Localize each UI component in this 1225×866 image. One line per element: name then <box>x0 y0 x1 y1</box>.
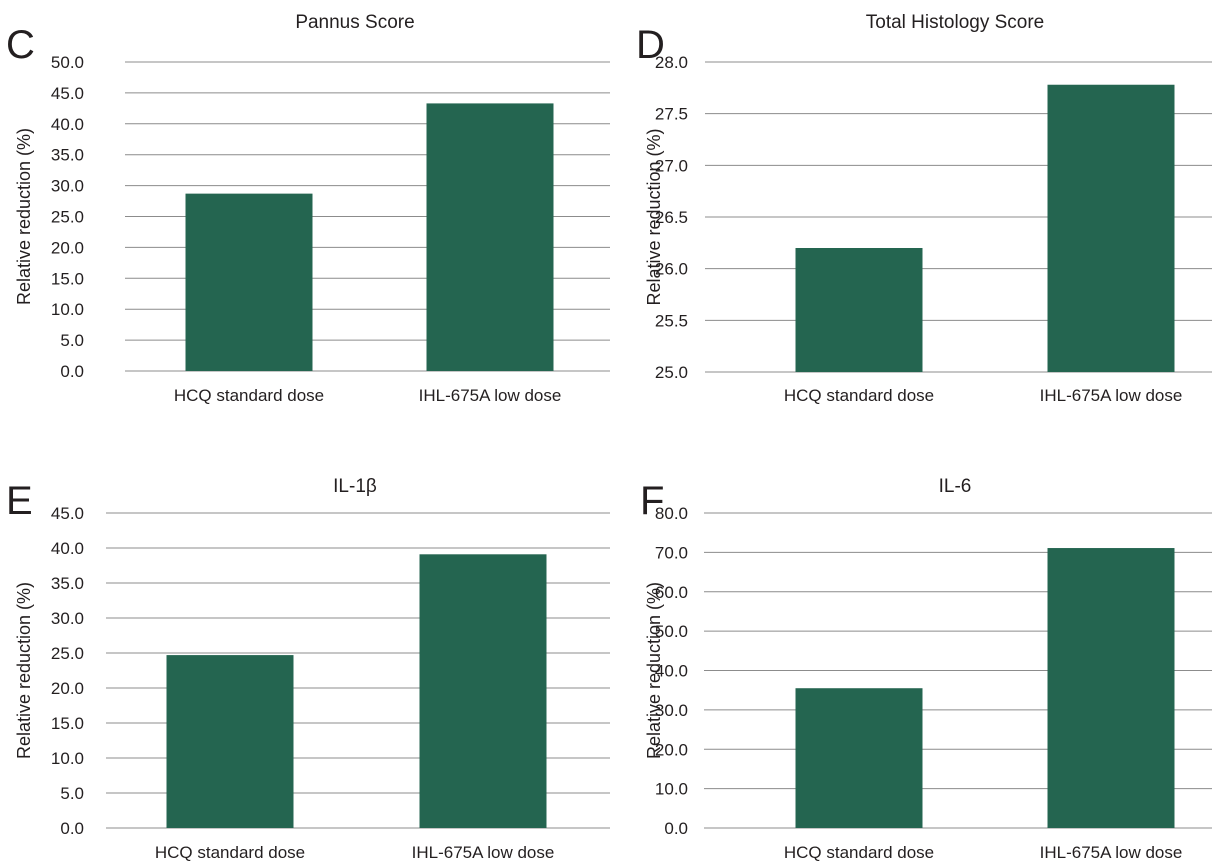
panel-f-y-axis-label: Relative reduction (%) <box>644 582 664 759</box>
panel-f-bar <box>1047 548 1175 828</box>
panel-e-ytick-label: 0.0 <box>60 819 84 838</box>
panel-f-panel-label: F <box>640 479 664 523</box>
panel-d-ytick-label: 28.0 <box>655 53 688 72</box>
panel-c-title: Pannus Score <box>295 12 414 33</box>
panel-f-ytick-label: 20.0 <box>655 740 688 759</box>
panel-f-bar <box>795 688 923 828</box>
panel-c-bar <box>426 103 554 371</box>
panel-c-ytick-label: 10.0 <box>51 300 84 319</box>
panel-c-ytick-label: 40.0 <box>51 115 84 134</box>
panel-d-ytick-label: 26.5 <box>655 208 688 227</box>
panel-c-ytick-label: 20.0 <box>51 238 84 257</box>
panel-e-ytick-label: 30.0 <box>51 609 84 628</box>
panel-c-category-label: HCQ standard dose <box>174 386 324 405</box>
panel-f-ytick-label: 70.0 <box>655 543 688 562</box>
panel-f-category-label: IHL-675A low dose <box>1040 843 1183 861</box>
panel-c-bar <box>185 193 313 371</box>
panel-c: 0.0 5.0 10.0 15.0 20.0 25.0 30.0 35.0 40.0 45.0 50… <box>6 12 610 405</box>
panel-e-ytick-label: 5.0 <box>60 784 84 803</box>
panel-f-ytick-label: 30.0 <box>655 701 688 720</box>
panel-d-title: Total Histology Score <box>866 12 1044 33</box>
panel-c-ytick-label: 30.0 <box>51 177 84 196</box>
panel-e-panel-label: E <box>6 479 33 523</box>
panel-f-title: IL-6 <box>939 476 972 497</box>
panel-c-ytick-label: 0.0 <box>60 362 84 381</box>
panel-d-panel-label: D <box>636 23 665 67</box>
panel-e-ytick-label: 25.0 <box>51 644 84 663</box>
panel-d-ytick-label: 25.0 <box>655 363 688 382</box>
panel-e-title: IL-1β <box>333 476 377 497</box>
panel-d: 25.0 25.5 26.0 26.5 27.0 27.5 28.0 HCQ standard… <box>636 12 1212 405</box>
panel-d-ytick-label: 26.0 <box>655 260 688 279</box>
panel-e-ytick-label: 15.0 <box>51 714 84 733</box>
panel-e-category-label: IHL-675A low dose <box>412 843 555 861</box>
panel-e-category-label: HCQ standard dose <box>155 843 305 861</box>
panel-c-y-axis-label: Relative reduction (%) <box>14 128 34 305</box>
panel-c-ytick-label: 25.0 <box>51 208 84 227</box>
panel-d-category-label: HCQ standard dose <box>784 386 934 405</box>
panel-c-ytick-label: 5.0 <box>60 331 84 350</box>
panel-f-ytick-label: 50.0 <box>655 622 688 641</box>
panel-f-ytick-label: 0.0 <box>664 819 688 838</box>
panel-f-ytick-label: 60.0 <box>655 583 688 602</box>
panel-c-ytick-label: 15.0 <box>51 269 84 288</box>
panel-e-ytick-label: 10.0 <box>51 749 84 768</box>
panel-e-bar <box>419 554 547 828</box>
panel-d-bar <box>1047 84 1175 372</box>
panel-c-panel-label: C <box>6 23 35 67</box>
panel-d-ytick-label: 27.0 <box>655 156 688 175</box>
panel-c-ytick-label: 35.0 <box>51 146 84 165</box>
panel-f: 0.0 10.0 20.0 30.0 40.0 50.0 60.0 70.0 80.0 HCQ s… <box>640 476 1212 862</box>
panel-f-category-label: HCQ standard dose <box>784 843 934 861</box>
panel-c-category-label: IHL-675A low dose <box>419 386 562 405</box>
panel-d-ytick-label: 27.5 <box>655 105 688 124</box>
panel-e-ytick-label: 45.0 <box>51 504 84 523</box>
panel-e-bar <box>166 655 294 828</box>
panel-e-ytick-label: 20.0 <box>51 679 84 698</box>
panel-f-ytick-label: 40.0 <box>655 662 688 681</box>
panel-d-ytick-label: 25.5 <box>655 311 688 330</box>
panel-f-ytick-label: 10.0 <box>655 780 688 799</box>
panel-d-y-axis-label: Relative reduction (%) <box>644 128 664 305</box>
panel-f-ytick-label: 80.0 <box>655 504 688 523</box>
panel-e-y-axis-label: Relative reduction (%) <box>14 582 34 759</box>
panel-c-ytick-label: 45.0 <box>51 84 84 103</box>
panel-d-category-label: IHL-675A low dose <box>1040 386 1183 405</box>
panel-e: 0.0 5.0 10.0 15.0 20.0 25.0 30.0 35.0 40.0 45.0 HC… <box>6 476 610 862</box>
panel-e-ytick-label: 35.0 <box>51 574 84 593</box>
panel-e-ytick-label: 40.0 <box>51 539 84 558</box>
panel-d-bar <box>795 248 923 372</box>
panel-c-ytick-label: 50.0 <box>51 53 84 72</box>
